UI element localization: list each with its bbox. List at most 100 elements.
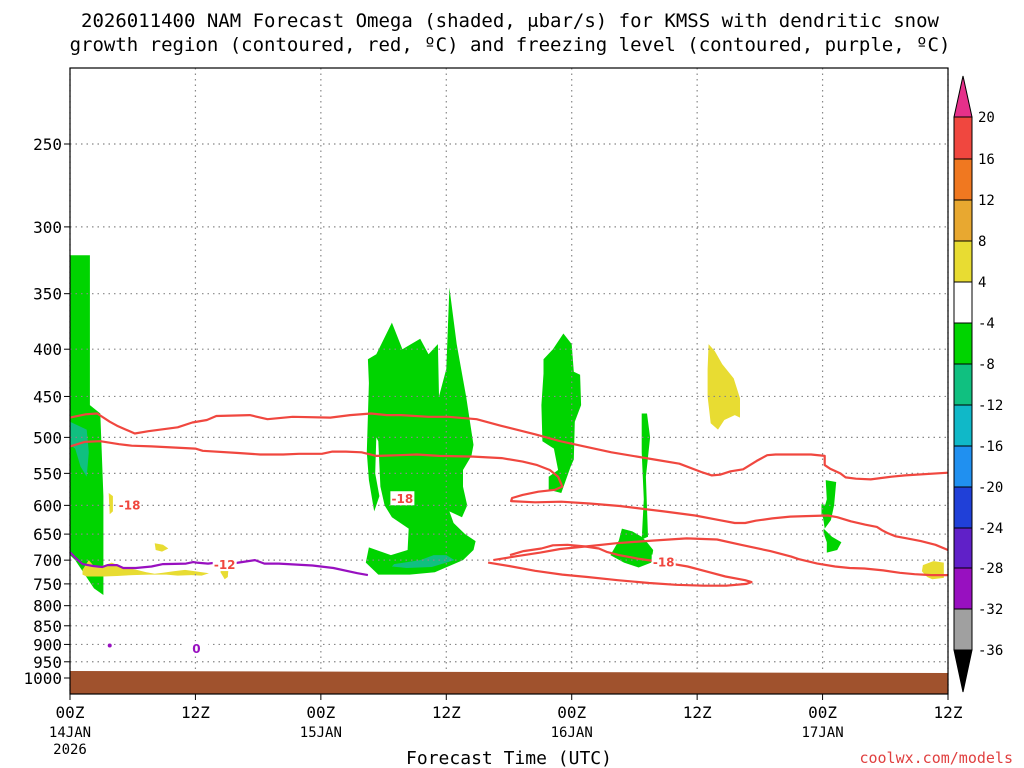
contour-label: -18 bbox=[392, 492, 414, 506]
colorbar-label: -8 bbox=[978, 357, 995, 373]
omega-region-1-0 bbox=[70, 421, 89, 477]
colorbar-segment bbox=[953, 75, 973, 118]
x-tick-date: 15JAN bbox=[300, 725, 342, 741]
omega-shading bbox=[70, 255, 944, 595]
omega-region-2-4 bbox=[707, 344, 740, 430]
x-tick-date: 16JAN bbox=[551, 725, 593, 741]
colorbar-label: -12 bbox=[978, 398, 1003, 414]
x-tick-label: 12Z bbox=[181, 703, 210, 722]
contour-label-bg bbox=[390, 491, 415, 506]
y-tick-label: 800 bbox=[33, 597, 62, 616]
plot-frame bbox=[69, 67, 949, 695]
x-tick-label: 12Z bbox=[432, 703, 461, 722]
colorbar-segment bbox=[953, 158, 973, 201]
plot-area: -18 -18 -18 -12 0 bbox=[69, 67, 949, 695]
y-tick-label: 250 bbox=[33, 135, 62, 154]
colorbar-segment bbox=[953, 404, 973, 447]
contour-label: 0 bbox=[192, 642, 200, 656]
omega-region-0-4 bbox=[610, 528, 654, 568]
y-tick-label: 1000 bbox=[23, 669, 62, 688]
x-axis-label: Forecast Time (UTC) bbox=[406, 748, 612, 768]
colorbar-segment bbox=[953, 486, 973, 529]
colorbar: 20 16 12 8 4 -4 -8 -12 -16 -20 -24 -28 -32 -36 bbox=[953, 75, 1003, 693]
contour-label-bg bbox=[212, 557, 237, 572]
colorbar-label: 12 bbox=[978, 193, 995, 209]
y-tick-label: 500 bbox=[33, 428, 62, 447]
colorbar-segment bbox=[953, 363, 973, 406]
colorbar-segment bbox=[953, 567, 973, 610]
colorbar-label: -24 bbox=[978, 521, 1003, 537]
colorbar-segment bbox=[953, 527, 973, 569]
y-tick-label: 350 bbox=[33, 285, 62, 304]
y-tick-label: 650 bbox=[33, 525, 62, 544]
y-tick-label: 450 bbox=[33, 387, 62, 406]
colorbar-label: 4 bbox=[978, 275, 986, 291]
ground-fill bbox=[70, 671, 948, 694]
y-tick-label: 400 bbox=[33, 340, 62, 359]
omega-region-2-1 bbox=[108, 493, 113, 515]
contours bbox=[69, 412, 949, 587]
omega-region-2-5 bbox=[921, 561, 944, 580]
ground bbox=[70, 671, 948, 694]
x-tick-year: 2026 bbox=[53, 742, 87, 758]
x-tick-label: 00Z bbox=[808, 703, 837, 722]
omega-region-0-6 bbox=[821, 504, 832, 525]
contour-line-4-0 bbox=[69, 551, 369, 577]
x-tick-date: 14JAN bbox=[49, 725, 91, 741]
contour-label: -18 bbox=[653, 556, 675, 570]
omega-region-0-1 bbox=[365, 287, 476, 575]
grid-lines bbox=[69, 68, 949, 694]
omega-region-1-1 bbox=[391, 555, 455, 568]
colorbar-segment bbox=[953, 445, 973, 488]
colorbar-label: -28 bbox=[978, 561, 1003, 577]
x-tick-label: 00Z bbox=[56, 703, 85, 722]
y-tick-label: 700 bbox=[33, 551, 62, 570]
omega-region-0-3 bbox=[641, 413, 651, 540]
x-tick-label: 00Z bbox=[306, 703, 335, 722]
x-tick-label: 00Z bbox=[557, 703, 586, 722]
x-tick-date: 17JAN bbox=[801, 725, 843, 741]
contour-labels: -18 -18 -18 -12 0 bbox=[107, 491, 676, 656]
colorbar-label: -32 bbox=[978, 602, 1003, 618]
omega-region-0-0 bbox=[70, 255, 104, 595]
colorbar-segment bbox=[953, 199, 973, 242]
chart-title-line1: 2026011400 NAM Forecast Omega (shaded, μ… bbox=[81, 10, 939, 32]
colorbar-label: 8 bbox=[978, 234, 986, 250]
colorbar-segment bbox=[953, 649, 973, 693]
omega-region-0-7 bbox=[823, 528, 842, 553]
contour-line-3-3 bbox=[487, 543, 753, 587]
contour-line-3-0 bbox=[69, 412, 949, 481]
chart-title-line2: growth region (contoured, red, ºC) and f… bbox=[70, 34, 951, 56]
colorbar-label: -4 bbox=[978, 316, 995, 332]
x-tick-label: 12Z bbox=[683, 703, 712, 722]
contour-line-3-1 bbox=[69, 440, 949, 552]
y-tick-label: 750 bbox=[33, 575, 62, 594]
colorbar-segment bbox=[953, 240, 973, 283]
colorbar-label: -20 bbox=[978, 480, 1003, 496]
contour-label-bg bbox=[651, 554, 676, 569]
contour-label: -18 bbox=[119, 498, 141, 512]
x-tick-label: 12Z bbox=[934, 703, 963, 722]
y-tick-label: 900 bbox=[33, 635, 62, 654]
omega-region-2-2 bbox=[154, 543, 169, 552]
contour-label-bg bbox=[184, 641, 209, 656]
colorbar-segment bbox=[953, 608, 973, 651]
freezing-marker bbox=[107, 643, 112, 648]
y-tick-label: 550 bbox=[33, 464, 62, 483]
credit-text: coolwx.com/models bbox=[859, 749, 1013, 767]
y-tick-label: 850 bbox=[33, 617, 62, 636]
colorbar-label: -16 bbox=[978, 439, 1003, 455]
y-tick-label: 950 bbox=[33, 653, 62, 672]
contour-label-bg bbox=[117, 497, 142, 512]
y-tick-label: 300 bbox=[33, 218, 62, 237]
y-axis-ticks: 2503003504004505005506006507007508008509… bbox=[23, 135, 70, 688]
y-tick-label: 600 bbox=[33, 496, 62, 515]
colorbar-segment bbox=[953, 281, 973, 324]
colorbar-segment bbox=[953, 116, 973, 160]
colorbar-label: 16 bbox=[978, 152, 995, 168]
colorbar-label: 20 bbox=[978, 110, 995, 126]
colorbar-label: -36 bbox=[978, 643, 1003, 659]
contour-label: -12 bbox=[214, 558, 236, 572]
